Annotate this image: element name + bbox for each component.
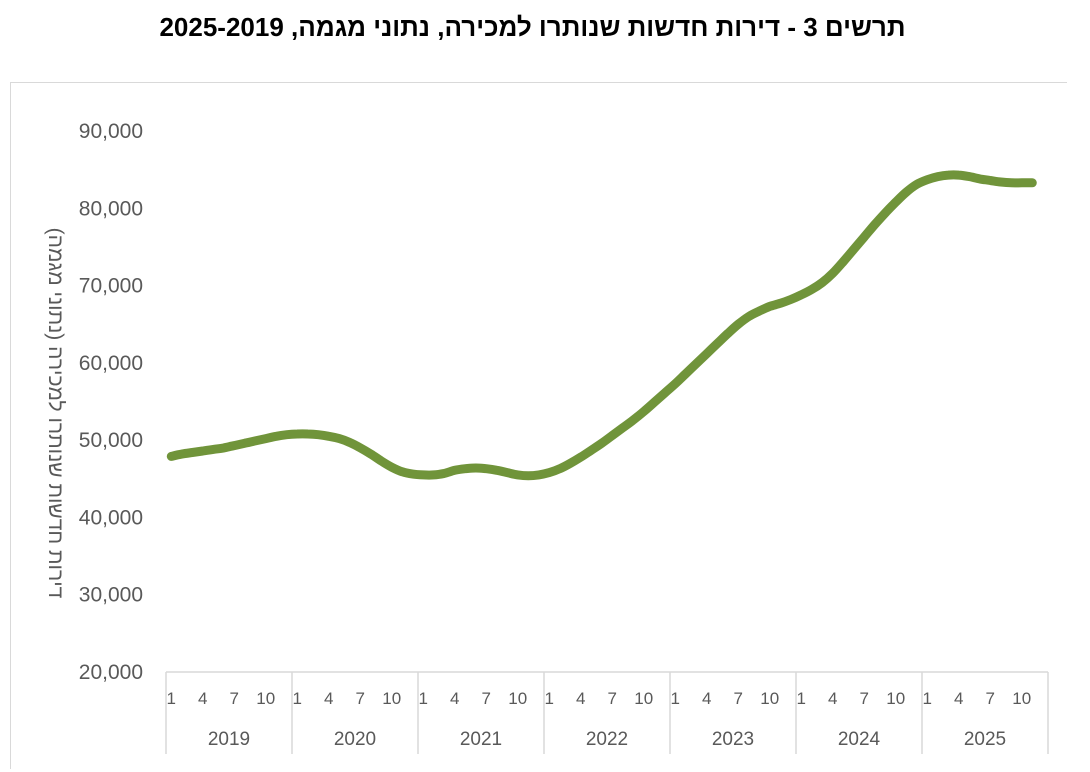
x-tick-label: 10 — [634, 689, 653, 708]
x-tick-label: 7 — [860, 689, 869, 708]
y-tick-label: 50,000 — [79, 429, 143, 452]
year-label: 2019 — [208, 729, 250, 750]
x-tick-label: 4 — [954, 689, 963, 708]
series-layer — [166, 170, 1037, 481]
year-label: 2021 — [460, 729, 502, 750]
x-tick-label: 1 — [293, 689, 302, 708]
x-tick-label: 7 — [482, 689, 491, 708]
x-tick-label: 7 — [734, 689, 743, 708]
year-label: 2024 — [838, 729, 881, 750]
year-label: 2025 — [964, 729, 1006, 750]
line-chart: דירות חדשות שנותרו למכירה (נתוני מגמה) 9… — [44, 120, 1049, 754]
x-tick-label: 1 — [923, 689, 932, 708]
x-tick-label: 10 — [760, 689, 779, 708]
x-tick-label: 1 — [671, 689, 680, 708]
x-tick-label: 4 — [324, 689, 333, 708]
y-axis-label: דירות חדשות שנותרו למכירה (נתוני מגמה) — [44, 228, 67, 599]
y-tick-label: 30,000 — [79, 584, 143, 607]
x-tick-label: 10 — [382, 689, 401, 708]
year-label: 2023 — [712, 729, 754, 750]
x-tick-label: 4 — [828, 689, 837, 708]
y-tick-label: 20,000 — [79, 661, 143, 684]
x-tick-label: 1 — [167, 689, 176, 708]
x-axis — [165, 671, 1049, 754]
x-tick-label: 7 — [356, 689, 365, 708]
y-tick-label: 80,000 — [79, 197, 143, 220]
x-tick-label: 10 — [1012, 689, 1031, 708]
x-tick-label: 1 — [797, 689, 806, 708]
x-tick-label: 7 — [986, 689, 995, 708]
year-label: 2020 — [334, 729, 376, 750]
y-tick-label: 90,000 — [79, 120, 143, 143]
series-line — [166, 170, 1037, 481]
chart-title: תרשים 3 - דירות חדשות שנותרו למכירה, נתו… — [159, 12, 906, 42]
x-tick-label: 1 — [545, 689, 554, 708]
x-tick-label: 7 — [608, 689, 617, 708]
x-tick-label: 10 — [256, 689, 275, 708]
x-tick-label: 4 — [702, 689, 711, 708]
x-tick-label: 10 — [886, 689, 905, 708]
y-tick-label: 70,000 — [79, 275, 143, 298]
x-tick-label: 7 — [230, 689, 239, 708]
y-tick-label: 60,000 — [79, 352, 143, 375]
y-axis-ticks: 90,000 80,000 70,000 60,000 50,000 40,000 30,0… — [79, 120, 143, 684]
x-tick-label: 4 — [576, 689, 585, 708]
x-tick-label: 1 — [419, 689, 428, 708]
chart-frame: דירות חדשות שנותרו למכירה (נתוני מגמה) 9… — [10, 82, 1067, 769]
x-tick-label: 10 — [508, 689, 527, 708]
y-tick-label: 40,000 — [79, 506, 143, 529]
x-tick-label: 4 — [450, 689, 459, 708]
year-label: 2022 — [586, 729, 628, 750]
x-tick-label: 4 — [198, 689, 207, 708]
